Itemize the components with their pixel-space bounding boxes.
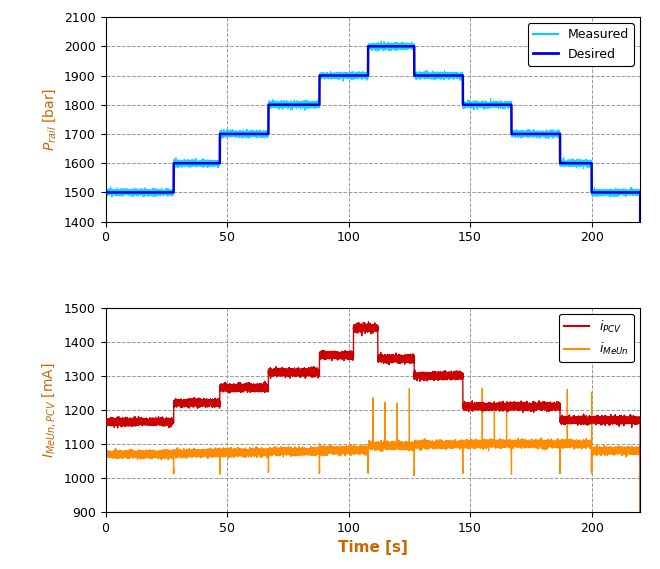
Y-axis label: $I_{MeUn,PCV}$ [mA]: $I_{MeUn,PCV}$ [mA] (40, 362, 59, 457)
Y-axis label: $P_{rail}$ [bar]: $P_{rail}$ [bar] (42, 88, 59, 151)
Legend: $i_{PCV}$, $i_{MeUn}$: $i_{PCV}$, $i_{MeUn}$ (559, 314, 634, 362)
X-axis label: Time [s]: Time [s] (338, 541, 408, 555)
Legend: Measured, Desired: Measured, Desired (528, 23, 634, 65)
